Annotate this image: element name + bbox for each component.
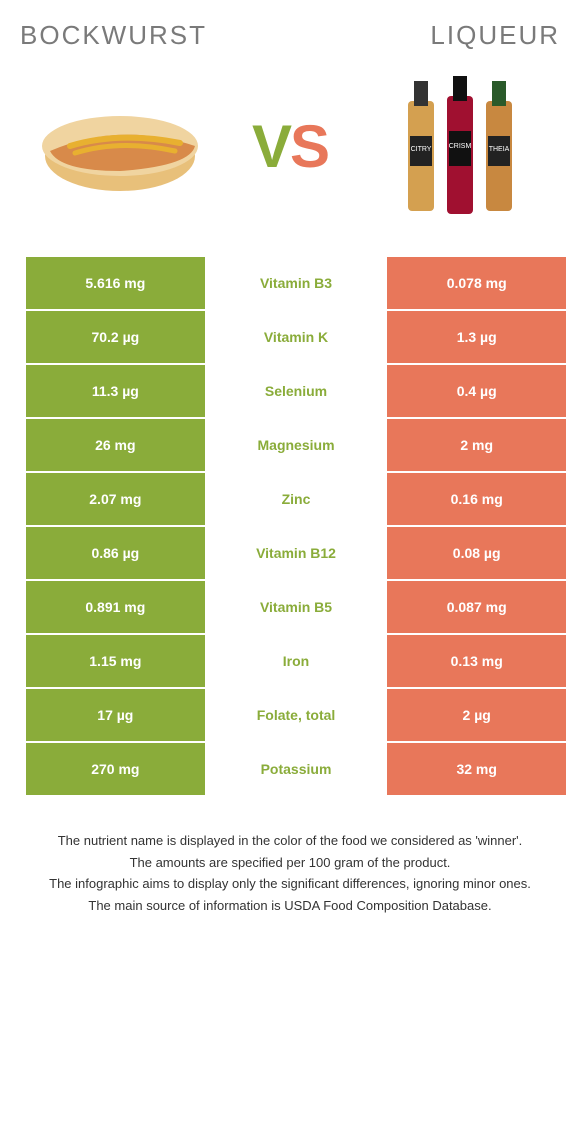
table-row: 0.891 mgVitamin B50.087 mg: [26, 581, 566, 635]
images-row: VS CITRY CRISM: [20, 71, 560, 221]
nutrient-name: Potassium: [207, 743, 388, 795]
header-left: BOCKWURST: [20, 20, 207, 51]
left-value: 70.2 µg: [26, 311, 207, 363]
nutrient-name: Iron: [207, 635, 388, 687]
right-value: 32 mg: [387, 743, 566, 795]
table-row: 2.07 mgZinc0.16 mg: [26, 473, 566, 527]
right-value: 0.078 mg: [387, 257, 566, 309]
vs-v: V: [252, 113, 290, 180]
header-row: BOCKWURST LIQUEUR: [20, 20, 560, 51]
right-value: 0.16 mg: [387, 473, 566, 525]
footer-line: The main source of information is USDA F…: [30, 896, 550, 916]
svg-text:CITRY: CITRY: [411, 146, 432, 153]
vs-label: VS: [252, 112, 328, 181]
right-value: 1.3 µg: [387, 311, 566, 363]
infographic-container: BOCKWURST LIQUEUR VS CITRY: [0, 0, 580, 937]
left-value: 5.616 mg: [26, 257, 207, 309]
right-value: 0.08 µg: [387, 527, 566, 579]
nutrient-name: Folate, total: [207, 689, 388, 741]
footer-line: The nutrient name is displayed in the co…: [30, 831, 550, 851]
svg-text:THEIA: THEIA: [489, 146, 510, 153]
left-value: 17 µg: [26, 689, 207, 741]
left-value: 0.86 µg: [26, 527, 207, 579]
right-value: 2 mg: [387, 419, 566, 471]
table-row: 70.2 µgVitamin K1.3 µg: [26, 311, 566, 365]
right-value: 0.087 mg: [387, 581, 566, 633]
table-row: 11.3 µgSelenium0.4 µg: [26, 365, 566, 419]
nutrient-name: Vitamin B12: [207, 527, 388, 579]
header-right: LIQUEUR: [430, 20, 560, 51]
nutrient-name: Selenium: [207, 365, 388, 417]
right-value: 0.13 mg: [387, 635, 566, 687]
table-row: 0.86 µgVitamin B120.08 µg: [26, 527, 566, 581]
left-value: 2.07 mg: [26, 473, 207, 525]
nutrient-name: Magnesium: [207, 419, 388, 471]
nutrient-name: Zinc: [207, 473, 388, 525]
nutrient-name: Vitamin K: [207, 311, 388, 363]
liqueur-image: CITRY CRISM THEIA: [370, 71, 550, 221]
svg-text:CRISM: CRISM: [449, 143, 472, 150]
table-row: 1.15 mgIron0.13 mg: [26, 635, 566, 689]
footer-line: The infographic aims to display only the…: [30, 874, 550, 894]
right-value: 2 µg: [387, 689, 566, 741]
right-value: 0.4 µg: [387, 365, 566, 417]
table-row: 270 mgPotassium32 mg: [26, 743, 566, 795]
footer-notes: The nutrient name is displayed in the co…: [20, 831, 560, 915]
left-value: 11.3 µg: [26, 365, 207, 417]
nutrient-name: Vitamin B5: [207, 581, 388, 633]
bockwurst-image: [30, 71, 210, 221]
nutrient-name: Vitamin B3: [207, 257, 388, 309]
left-value: 0.891 mg: [26, 581, 207, 633]
nutrient-table: 5.616 mgVitamin B30.078 mg70.2 µgVitamin…: [20, 251, 572, 801]
table-row: 17 µgFolate, total2 µg: [26, 689, 566, 743]
table-row: 26 mgMagnesium2 mg: [26, 419, 566, 473]
footer-line: The amounts are specified per 100 gram o…: [30, 853, 550, 873]
table-row: 5.616 mgVitamin B30.078 mg: [26, 257, 566, 311]
left-value: 270 mg: [26, 743, 207, 795]
left-value: 26 mg: [26, 419, 207, 471]
vs-s: S: [290, 113, 328, 180]
left-value: 1.15 mg: [26, 635, 207, 687]
